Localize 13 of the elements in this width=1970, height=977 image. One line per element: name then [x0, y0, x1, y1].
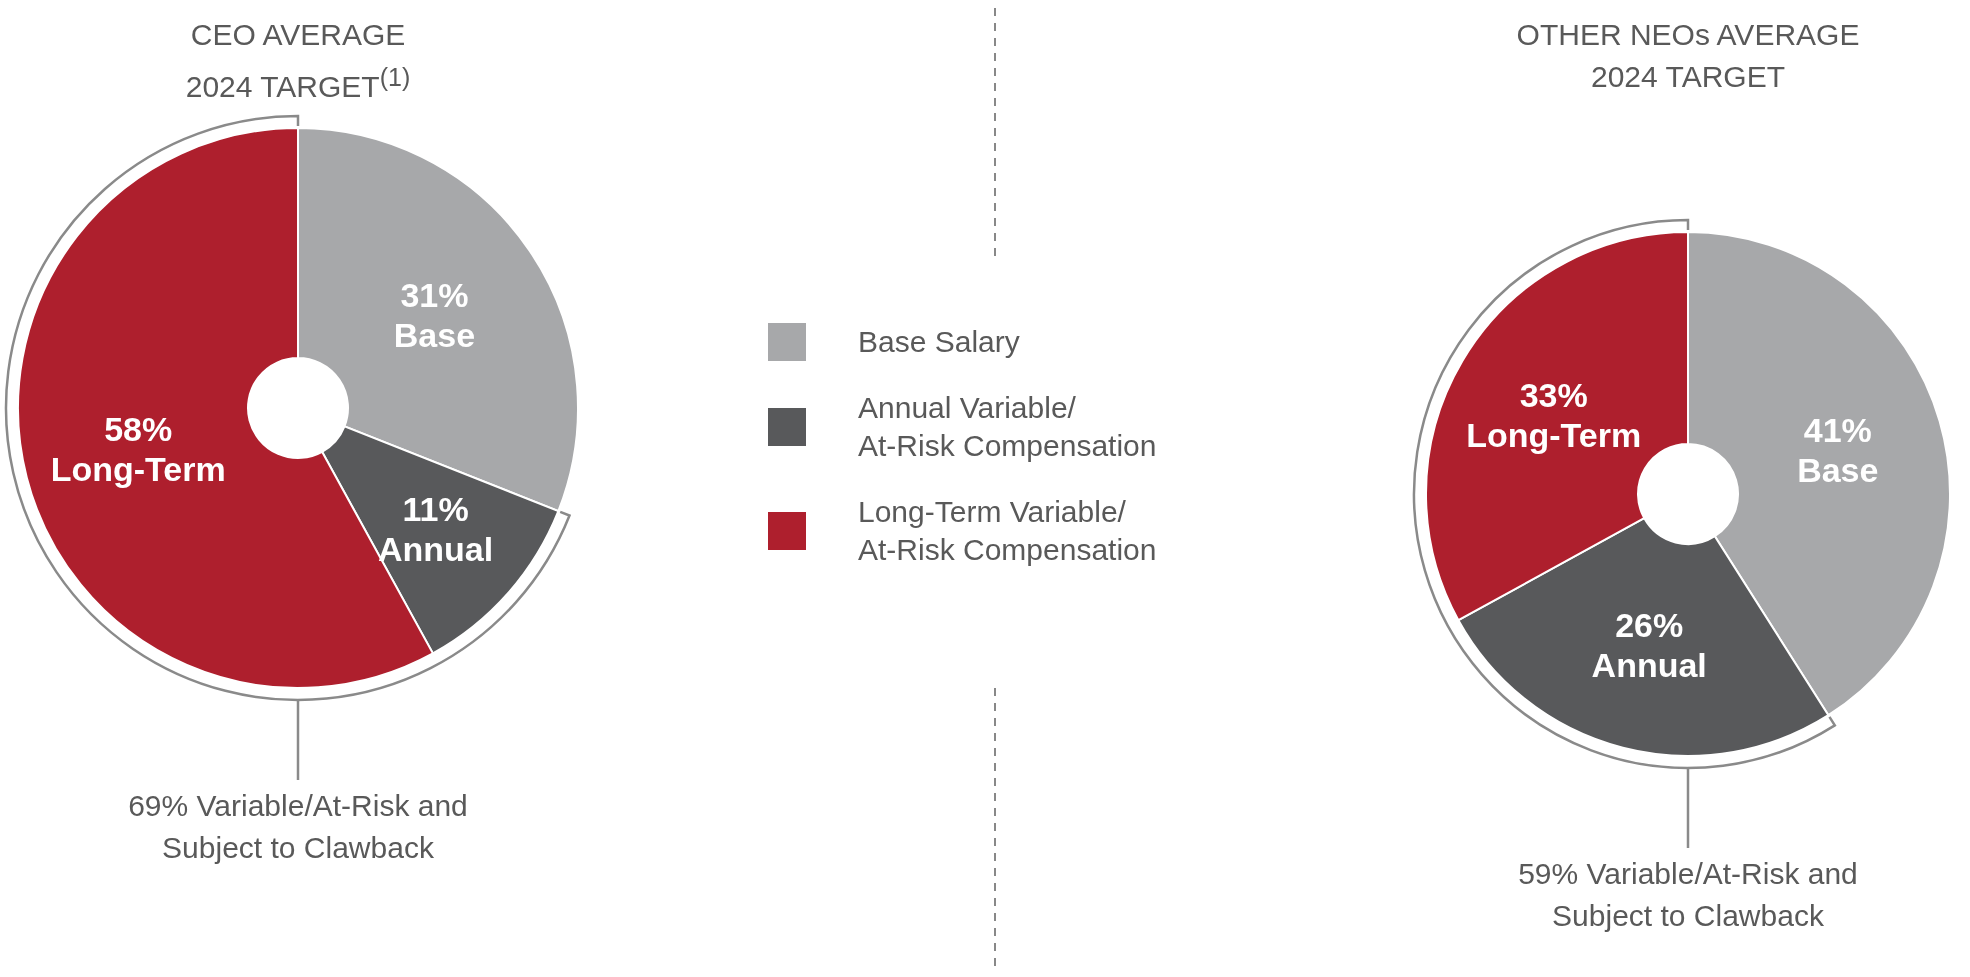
data-label: 58% Long-Term: [50, 410, 226, 489]
data-label: 11% Annual: [377, 490, 494, 569]
legend-label: Base Salary: [858, 324, 1021, 360]
legend-label: Annual Variable/ At-Risk Compensation: [858, 390, 1158, 464]
chart-title: CEO AVERAGE 2024 TARGET$^{(1)}$: [184, 17, 412, 105]
data-label: 31% Base: [393, 276, 476, 355]
data-label: 33% Long-Term: [1466, 375, 1642, 454]
text: 59% Variable/At-Risk and Subject to Clawback: [1517, 856, 1859, 934]
data-label: 26% Annual: [1591, 606, 1707, 685]
legend-label: Long-Term Variable/ At-Risk Compensation: [858, 494, 1158, 568]
chart-title: OTHER NEOs AVERAGE 2024 TARGET: [1515, 17, 1861, 95]
text: 69% Variable/At-Risk and Subject to Clawback: [127, 788, 469, 866]
data-label: 41% Base: [1797, 411, 1879, 490]
